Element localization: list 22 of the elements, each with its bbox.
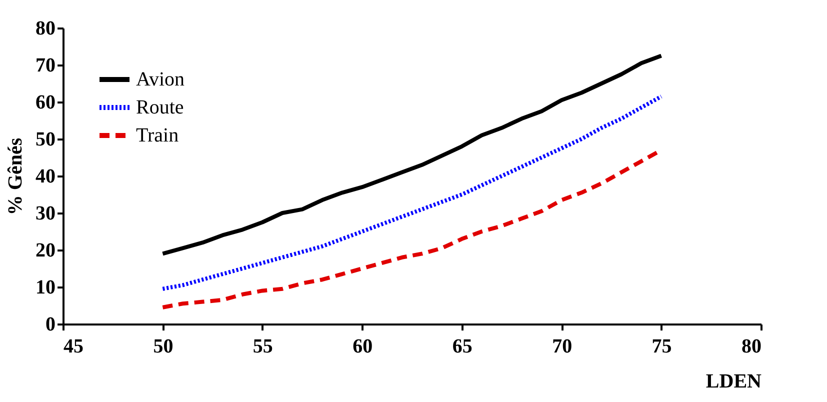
y-tick-label: 30 <box>36 202 56 224</box>
y-tick-label: 70 <box>36 54 56 76</box>
y-tick-label: 10 <box>36 276 56 298</box>
x-tick-label: 80 <box>742 336 762 358</box>
x-axis-title: LDEN <box>706 370 762 392</box>
y-tick-label: 80 <box>36 18 56 40</box>
y-tick-label: 40 <box>36 166 56 188</box>
y-tick-label: 0 <box>46 314 56 336</box>
legend-label: Route <box>136 96 184 118</box>
x-tick-label: 70 <box>552 336 572 358</box>
y-tick-label: 50 <box>36 128 56 150</box>
x-tick-label: 65 <box>452 336 472 358</box>
x-tick-label: 75 <box>652 336 672 358</box>
y-tick-label: 60 <box>36 92 56 114</box>
x-tick-label: 50 <box>153 336 174 358</box>
legend-label: Avion <box>136 68 185 90</box>
y-axis-title: % Gênés <box>4 138 26 216</box>
y-tick-label: 20 <box>36 240 56 262</box>
x-tick-label: 45 <box>64 336 84 358</box>
x-tick-label: 60 <box>352 336 373 358</box>
x-tick-label: 55 <box>252 336 273 358</box>
legend-label: Train <box>136 124 179 146</box>
